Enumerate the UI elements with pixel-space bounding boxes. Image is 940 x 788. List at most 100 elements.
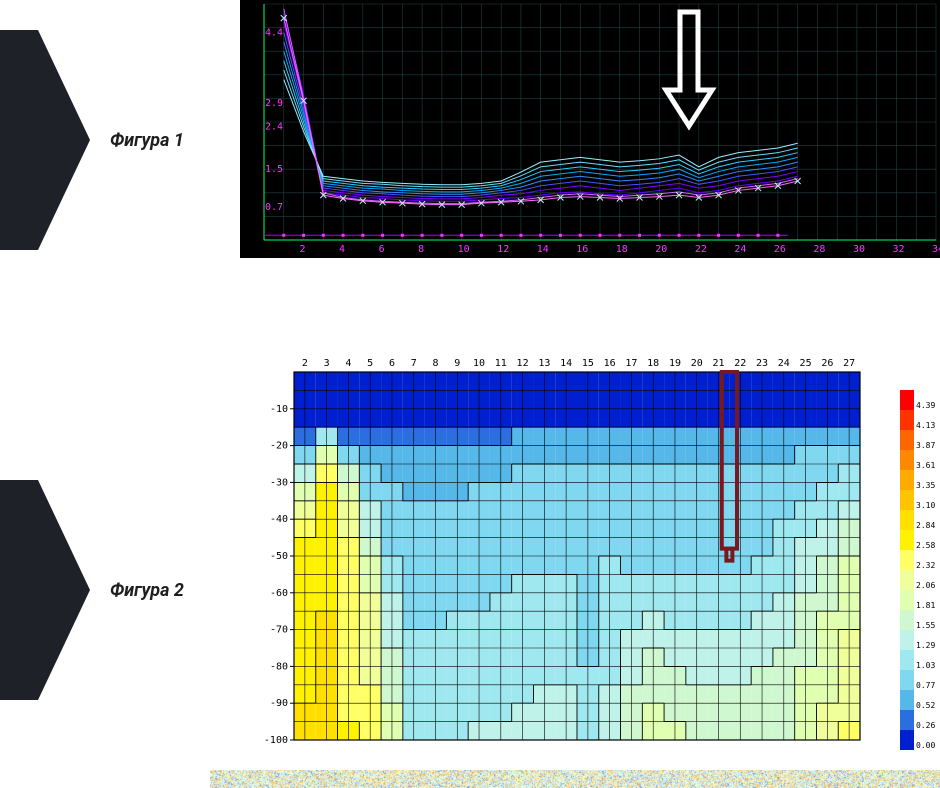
pointer-shape-1 bbox=[0, 30, 90, 250]
svg-text:18: 18 bbox=[647, 358, 659, 369]
svg-text:24: 24 bbox=[734, 244, 746, 255]
svg-text:6: 6 bbox=[379, 244, 385, 255]
legend-swatch: 2.84 bbox=[900, 510, 914, 530]
svg-text:2.4: 2.4 bbox=[265, 122, 283, 133]
legend-value: 1.81 bbox=[916, 601, 935, 610]
legend-value: 0.52 bbox=[916, 701, 935, 710]
arrow-down-icon bbox=[661, 8, 717, 132]
chart-1: 0.71.52.42.94.42468101214161820222426283… bbox=[240, 0, 940, 280]
legend-value: 2.32 bbox=[916, 561, 935, 570]
legend-value: 3.35 bbox=[916, 481, 935, 490]
svg-text:-100: -100 bbox=[264, 735, 288, 746]
legend-value: 4.13 bbox=[916, 421, 935, 430]
svg-text:-10: -10 bbox=[270, 404, 288, 415]
pointer-shape-2 bbox=[0, 480, 90, 700]
figure-1-label: Фигура 1 bbox=[110, 130, 184, 151]
legend-swatch: 1.81 bbox=[900, 590, 914, 610]
legend-value: 2.06 bbox=[916, 581, 935, 590]
svg-text:-90: -90 bbox=[270, 698, 288, 709]
svg-text:16: 16 bbox=[604, 358, 616, 369]
svg-text:22: 22 bbox=[695, 244, 707, 255]
legend-value: 3.10 bbox=[916, 501, 935, 510]
legend-swatch: 4.13 bbox=[900, 410, 914, 430]
legend-swatch: 2.32 bbox=[900, 550, 914, 570]
svg-text:2: 2 bbox=[300, 244, 306, 255]
svg-text:12: 12 bbox=[517, 358, 529, 369]
chart-1-plot: 0.71.52.42.94.42468101214161820222426283… bbox=[240, 0, 940, 280]
chart-2-plot: 2345678910111213141516171819202122232425… bbox=[250, 350, 870, 750]
svg-text:13: 13 bbox=[538, 358, 550, 369]
legend-swatch: 0.26 bbox=[900, 710, 914, 730]
legend-value: 0.00 bbox=[916, 741, 935, 750]
legend-swatch: 0.00 bbox=[900, 730, 914, 750]
svg-text:4: 4 bbox=[345, 358, 351, 369]
svg-text:19: 19 bbox=[669, 358, 681, 369]
pointer-svg-2 bbox=[0, 480, 90, 700]
legend-value: 0.26 bbox=[916, 721, 935, 730]
legend-swatch: 2.06 bbox=[900, 570, 914, 590]
legend-value: 0.77 bbox=[916, 681, 935, 690]
svg-text:16: 16 bbox=[576, 244, 588, 255]
svg-text:-80: -80 bbox=[270, 661, 288, 672]
legend-swatch: 3.35 bbox=[900, 470, 914, 490]
svg-text:24: 24 bbox=[778, 358, 790, 369]
figure-2-label: Фигура 2 bbox=[110, 580, 184, 601]
svg-text:9: 9 bbox=[454, 358, 460, 369]
svg-text:21: 21 bbox=[712, 358, 724, 369]
legend-value: 1.55 bbox=[916, 621, 935, 630]
svg-text:8: 8 bbox=[432, 358, 438, 369]
color-legend: 4.394.133.873.613.353.102.842.582.322.06… bbox=[900, 390, 930, 750]
svg-text:-50: -50 bbox=[270, 551, 288, 562]
svg-text:2: 2 bbox=[302, 358, 308, 369]
legend-swatch: 4.39 bbox=[900, 390, 914, 410]
svg-text:30: 30 bbox=[853, 244, 865, 255]
svg-text:10: 10 bbox=[458, 244, 470, 255]
legend-swatch: 0.77 bbox=[900, 670, 914, 690]
svg-text:26: 26 bbox=[774, 244, 786, 255]
legend-value: 1.29 bbox=[916, 641, 935, 650]
legend-swatch: 1.55 bbox=[900, 610, 914, 630]
svg-text:0.7: 0.7 bbox=[265, 202, 283, 213]
svg-text:22: 22 bbox=[734, 358, 746, 369]
svg-text:8: 8 bbox=[418, 244, 424, 255]
svg-text:26: 26 bbox=[821, 358, 833, 369]
svg-text:25: 25 bbox=[800, 358, 812, 369]
svg-text:18: 18 bbox=[616, 244, 628, 255]
svg-text:20: 20 bbox=[655, 244, 667, 255]
svg-text:14: 14 bbox=[560, 358, 572, 369]
svg-text:10: 10 bbox=[473, 358, 485, 369]
svg-text:4.4: 4.4 bbox=[265, 27, 283, 38]
svg-text:12: 12 bbox=[497, 244, 509, 255]
svg-text:3: 3 bbox=[324, 358, 330, 369]
legend-swatch: 0.52 bbox=[900, 690, 914, 710]
legend-swatch: 3.87 bbox=[900, 430, 914, 450]
legend-swatch: 1.03 bbox=[900, 650, 914, 670]
svg-text:23: 23 bbox=[756, 358, 768, 369]
chart-2: 2345678910111213141516171819202122232425… bbox=[250, 350, 930, 770]
svg-text:4: 4 bbox=[339, 244, 345, 255]
svg-text:-40: -40 bbox=[270, 514, 288, 525]
legend-swatch: 1.29 bbox=[900, 630, 914, 650]
legend-swatch: 2.58 bbox=[900, 530, 914, 550]
svg-text:34: 34 bbox=[932, 244, 940, 255]
svg-text:6: 6 bbox=[389, 358, 395, 369]
legend-swatch: 3.10 bbox=[900, 490, 914, 510]
svg-text:1.5: 1.5 bbox=[265, 164, 283, 175]
legend-value: 2.58 bbox=[916, 541, 935, 550]
svg-text:-20: -20 bbox=[270, 441, 288, 452]
legend-value: 2.84 bbox=[916, 521, 935, 530]
svg-text:11: 11 bbox=[495, 358, 507, 369]
legend-value: 4.39 bbox=[916, 401, 935, 410]
svg-text:5: 5 bbox=[367, 358, 373, 369]
svg-text:2.9: 2.9 bbox=[265, 98, 283, 109]
svg-text:-60: -60 bbox=[270, 588, 288, 599]
svg-text:14: 14 bbox=[537, 244, 549, 255]
svg-text:15: 15 bbox=[582, 358, 594, 369]
pointer-svg-1 bbox=[0, 30, 90, 250]
svg-text:32: 32 bbox=[892, 244, 904, 255]
svg-text:-70: -70 bbox=[270, 625, 288, 636]
decor-strip bbox=[210, 770, 940, 788]
svg-text:-30: -30 bbox=[270, 477, 288, 488]
svg-text:28: 28 bbox=[813, 244, 825, 255]
legend-value: 1.03 bbox=[916, 661, 935, 670]
